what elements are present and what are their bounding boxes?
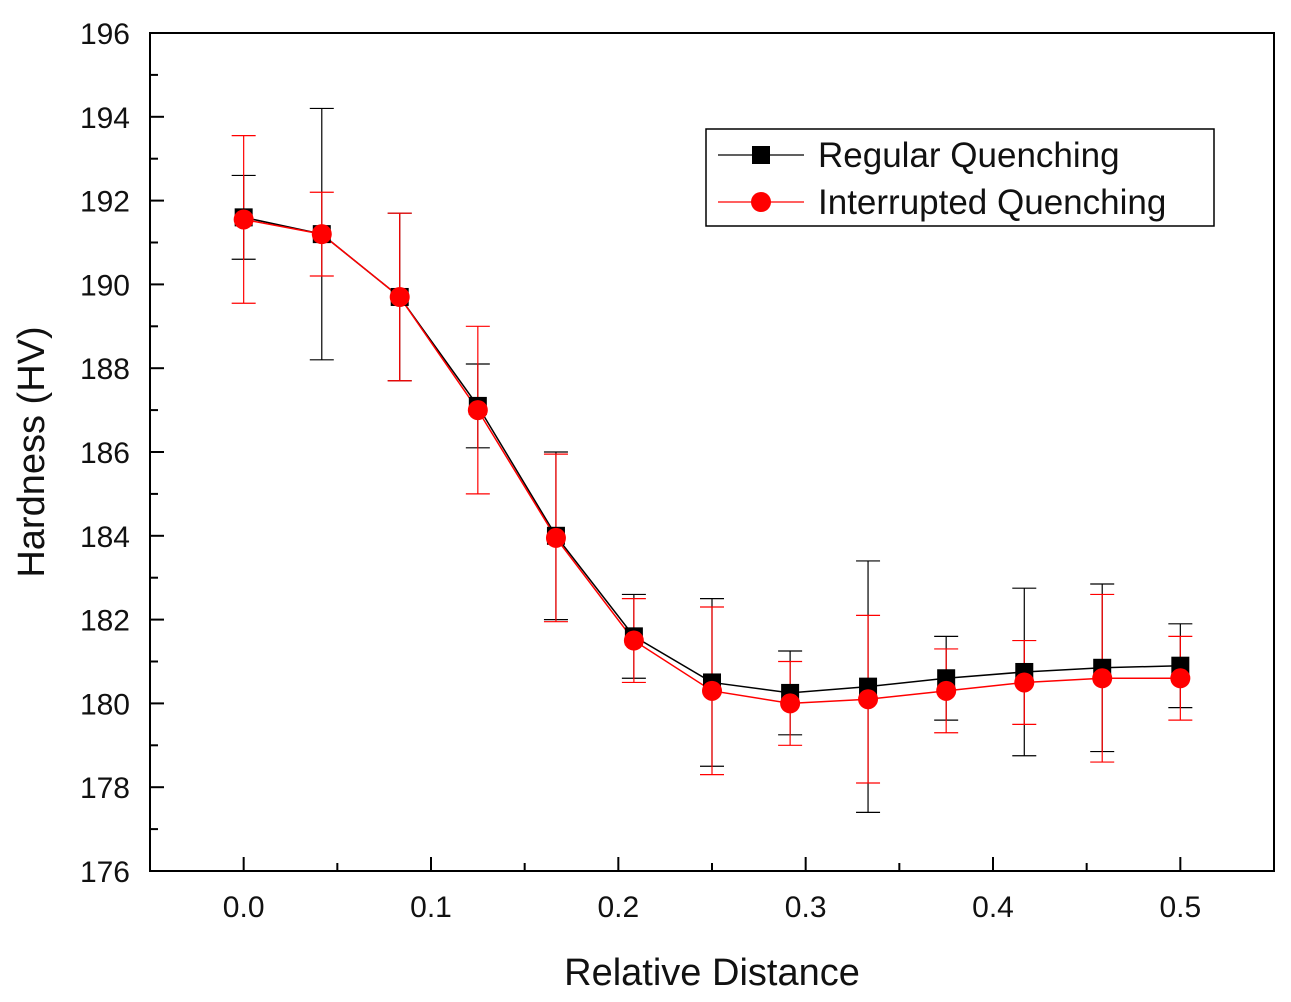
data-point-interrupted <box>623 630 644 651</box>
data-point-interrupted <box>233 209 254 230</box>
y-tick-label-3: 182 <box>80 605 130 638</box>
legend-label-regular: Regular Quenching <box>818 136 1120 175</box>
y-tick-label-0: 176 <box>80 856 130 889</box>
data-point-interrupted <box>780 693 801 714</box>
y-tick-label-6: 188 <box>80 353 130 386</box>
data-point-interrupted <box>311 224 332 245</box>
y-tick-label-2: 180 <box>80 688 130 721</box>
data-point-interrupted <box>858 689 879 710</box>
y-tick-label-1: 178 <box>80 772 130 805</box>
x-tick-label-3: 0.3 <box>785 891 827 924</box>
data-point-interrupted <box>1092 668 1113 689</box>
y-tick-label-4: 184 <box>80 521 130 554</box>
y-tick-label-7: 190 <box>80 269 130 302</box>
y-tick-label-9: 194 <box>80 102 130 135</box>
y-axis-title: Hardness (HV) <box>11 326 53 577</box>
legend: Regular Quenching Interrupted Quenching <box>705 128 1215 227</box>
x-tick-label-0: 0.0 <box>223 891 265 924</box>
data-point-interrupted <box>545 527 566 548</box>
data-point-interrupted <box>1170 668 1191 689</box>
y-tick-label-10: 196 <box>80 18 130 51</box>
data-point-interrupted <box>467 400 488 421</box>
plot-frame <box>149 32 1275 872</box>
legend-box <box>705 128 1215 227</box>
x-axis-title: Relative Distance <box>564 952 860 994</box>
data-point-interrupted <box>1014 672 1035 693</box>
legend-marker-regular <box>752 146 770 164</box>
x-tick-label-4: 0.4 <box>972 891 1014 924</box>
legend-label-interrupted: Interrupted Quenching <box>818 183 1166 222</box>
ticks-layer: 0.0 0.1 0.2 0.3 0.4 0.5 176 178 180 182 184 186 188 1… <box>80 18 1201 924</box>
y-tick-label-5: 186 <box>80 437 130 470</box>
series-layer <box>231 107 1193 813</box>
data-point-interrupted <box>702 680 722 701</box>
y-tick-label-8: 192 <box>80 186 130 219</box>
x-tick-label-5: 0.5 <box>1159 891 1201 924</box>
data-point-interrupted <box>936 680 957 701</box>
data-point-interrupted <box>389 286 410 307</box>
x-tick-label-2: 0.2 <box>597 891 639 924</box>
x-tick-label-1: 0.1 <box>410 891 452 924</box>
legend-marker-interrupted <box>751 192 771 212</box>
